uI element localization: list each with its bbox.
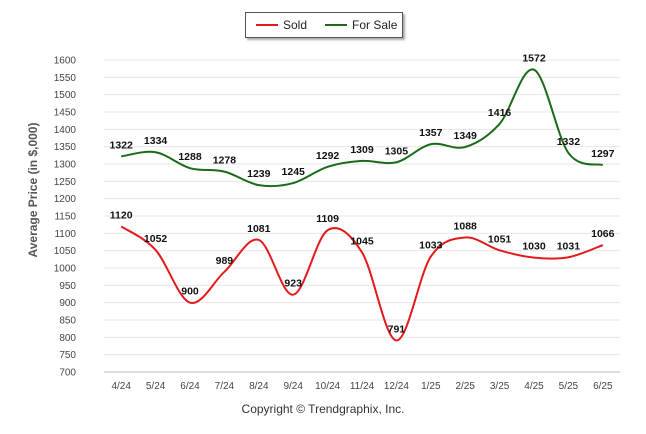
legend-label-sold: Sold (283, 18, 308, 32)
data-label-for-sale: 1245 (282, 166, 306, 178)
y-tick-label: 750 (59, 350, 76, 361)
x-tick-label: 8/24 (249, 381, 269, 392)
data-label-for-sale: 1297 (591, 148, 615, 160)
data-label-sold: 1066 (591, 228, 615, 240)
data-label-sold: 1088 (454, 220, 478, 232)
data-label-sold: 1051 (488, 233, 512, 245)
series-lines (120, 68, 604, 342)
data-label-for-sale: 1278 (213, 155, 237, 167)
data-label-for-sale: 1332 (557, 136, 581, 148)
y-tick-label: 900 (59, 298, 76, 309)
data-label-sold: 900 (181, 286, 199, 298)
data-label-for-sale: 1305 (385, 145, 409, 157)
y-tick-label: 950 (59, 281, 76, 292)
data-label-for-sale: 1309 (350, 144, 374, 156)
y-tick-label: 1350 (54, 142, 77, 153)
data-label-for-sale: 1357 (419, 127, 443, 139)
data-label-sold: 1045 (350, 235, 374, 247)
y-tick-label: 1100 (54, 229, 76, 240)
y-tick-label: 1200 (54, 194, 77, 205)
y-tick-label: 1600 (54, 56, 77, 67)
x-tick-label: 3/25 (490, 381, 510, 392)
data-labels: 1120 1052 900 989 1081 923 1109 1045 791 1033 1088… (110, 53, 615, 336)
y-tick-label: 700 (59, 368, 76, 379)
y-axis-title: Average Price (in $,000) (26, 122, 40, 258)
copyright-footer: Copyright © Trendgraphix, Inc. (241, 402, 405, 416)
data-label-sold: 791 (388, 323, 406, 335)
x-tick-label: 11/24 (350, 381, 375, 392)
y-tick-label: 1000 (54, 264, 77, 275)
y-tick-label: 850 (59, 316, 76, 327)
x-tick-label: 5/24 (146, 381, 166, 392)
grid-lines (104, 59, 620, 373)
data-label-for-sale: 1292 (316, 150, 340, 162)
legend: Sold For Sale (245, 12, 403, 38)
x-tick-label: 1/25 (421, 381, 441, 392)
data-label-for-sale: 1334 (144, 135, 168, 147)
y-tick-label: 1400 (54, 125, 77, 136)
legend-swatch-sold (256, 24, 278, 26)
y-tick-label: 1050 (54, 246, 77, 257)
data-label-for-sale: 1239 (247, 168, 271, 180)
data-label-sold: 923 (284, 278, 302, 290)
axis-ticks: 700 750 800 850 900 950 1000 1050 1100 1150 1200 12… (54, 56, 620, 392)
x-tick-label: 6/25 (593, 381, 613, 392)
data-label-sold: 1081 (247, 223, 271, 235)
series-line-sold[interactable] (120, 225, 604, 342)
x-tick-label: 12/24 (384, 381, 409, 392)
data-label-sold: 1052 (144, 233, 168, 245)
data-label-sold: 1033 (419, 240, 443, 252)
data-label-sold: 1031 (557, 240, 581, 252)
data-label-for-sale: 1322 (110, 139, 134, 151)
data-label-sold: 989 (216, 255, 234, 267)
y-tick-label: 1550 (54, 73, 77, 84)
data-label-for-sale: 1572 (522, 53, 546, 65)
y-tick-label: 1300 (54, 160, 77, 171)
data-label-sold: 1109 (316, 213, 339, 225)
data-label-for-sale: 1288 (178, 151, 202, 163)
data-label-for-sale: 1349 (454, 130, 478, 142)
y-tick-label: 1150 (54, 212, 76, 223)
data-label-for-sale: 1416 (488, 107, 512, 119)
y-tick-label: 800 (59, 333, 76, 344)
x-tick-label: 5/25 (559, 381, 579, 392)
y-tick-label: 1250 (54, 177, 77, 188)
y-tick-label: 1500 (54, 90, 77, 101)
x-tick-label: 6/24 (180, 381, 200, 392)
x-tick-label: 2/25 (455, 381, 475, 392)
legend-item-for-sale[interactable]: For Sale (325, 18, 397, 32)
legend-label-for-sale: For Sale (352, 18, 398, 32)
x-tick-label: 10/24 (315, 381, 340, 392)
legend-item-sold[interactable]: Sold (256, 18, 307, 32)
data-label-sold: 1120 (110, 209, 133, 221)
series-line-for-sale[interactable] (121, 68, 604, 188)
x-tick-label: 4/24 (111, 381, 131, 392)
x-tick-label: 7/24 (215, 381, 235, 392)
y-tick-label: 1450 (54, 108, 77, 119)
x-tick-label: 4/25 (524, 381, 544, 392)
legend-swatch-for-sale (325, 24, 348, 26)
data-label-sold: 1030 (522, 241, 546, 253)
x-tick-label: 9/24 (283, 381, 303, 392)
